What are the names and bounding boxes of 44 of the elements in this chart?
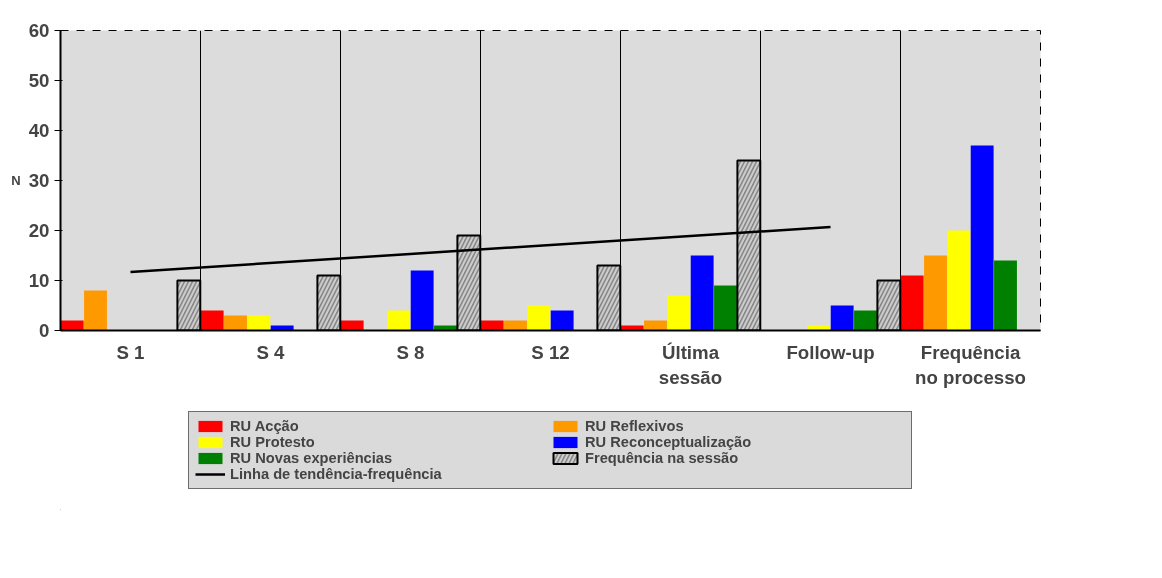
x-tick-label: S 8 [396, 341, 425, 363]
x-tick-label: S 1 [116, 341, 145, 363]
y-tick-label: 50 [28, 70, 50, 91]
bar [644, 320, 667, 331]
bar [84, 290, 107, 331]
y-tick-label: 40 [28, 120, 50, 141]
legend-label: RU Acção [230, 418, 300, 434]
bar [947, 230, 971, 331]
x-tick-label: Última sessão [658, 341, 723, 388]
bar [994, 260, 1017, 331]
bar [900, 275, 924, 331]
y-tick-label: 20 [28, 220, 50, 241]
bar [714, 285, 737, 331]
bar [247, 315, 271, 331]
bar [830, 305, 854, 331]
bar [504, 320, 527, 331]
legend-label: RU Reflexivos [585, 418, 685, 434]
bar [667, 295, 691, 331]
y-axis-title: N [11, 173, 21, 188]
bar [854, 310, 877, 331]
bar [924, 255, 947, 331]
x-tick-label: S 4 [256, 341, 286, 363]
legend-label: RU Protesto [230, 434, 316, 450]
legend-label: RU Novas experiências [230, 450, 394, 466]
bar [410, 270, 434, 331]
y-tick-label: 0 [39, 320, 50, 341]
y-tick-label: 30 [28, 170, 50, 191]
x-tick-label: Follow-up [786, 341, 875, 363]
bar [340, 320, 364, 331]
bar [550, 310, 574, 331]
legend-label: RU Reconceptualização [585, 434, 753, 450]
bar [224, 315, 247, 331]
bar [690, 255, 714, 331]
bar [527, 305, 551, 331]
bar [970, 145, 994, 331]
legend-label: Frequência na sessão [585, 450, 740, 466]
x-tick-label: S 12 [531, 341, 570, 363]
bar [387, 310, 411, 331]
legend-label: Linha de tendência-frequência [230, 466, 443, 482]
bar [480, 320, 504, 331]
bar [200, 310, 224, 331]
y-tick-label: 10 [28, 270, 50, 291]
x-tick-label: Frequência no processo [915, 341, 1026, 388]
y-tick-label: 60 [28, 20, 50, 41]
